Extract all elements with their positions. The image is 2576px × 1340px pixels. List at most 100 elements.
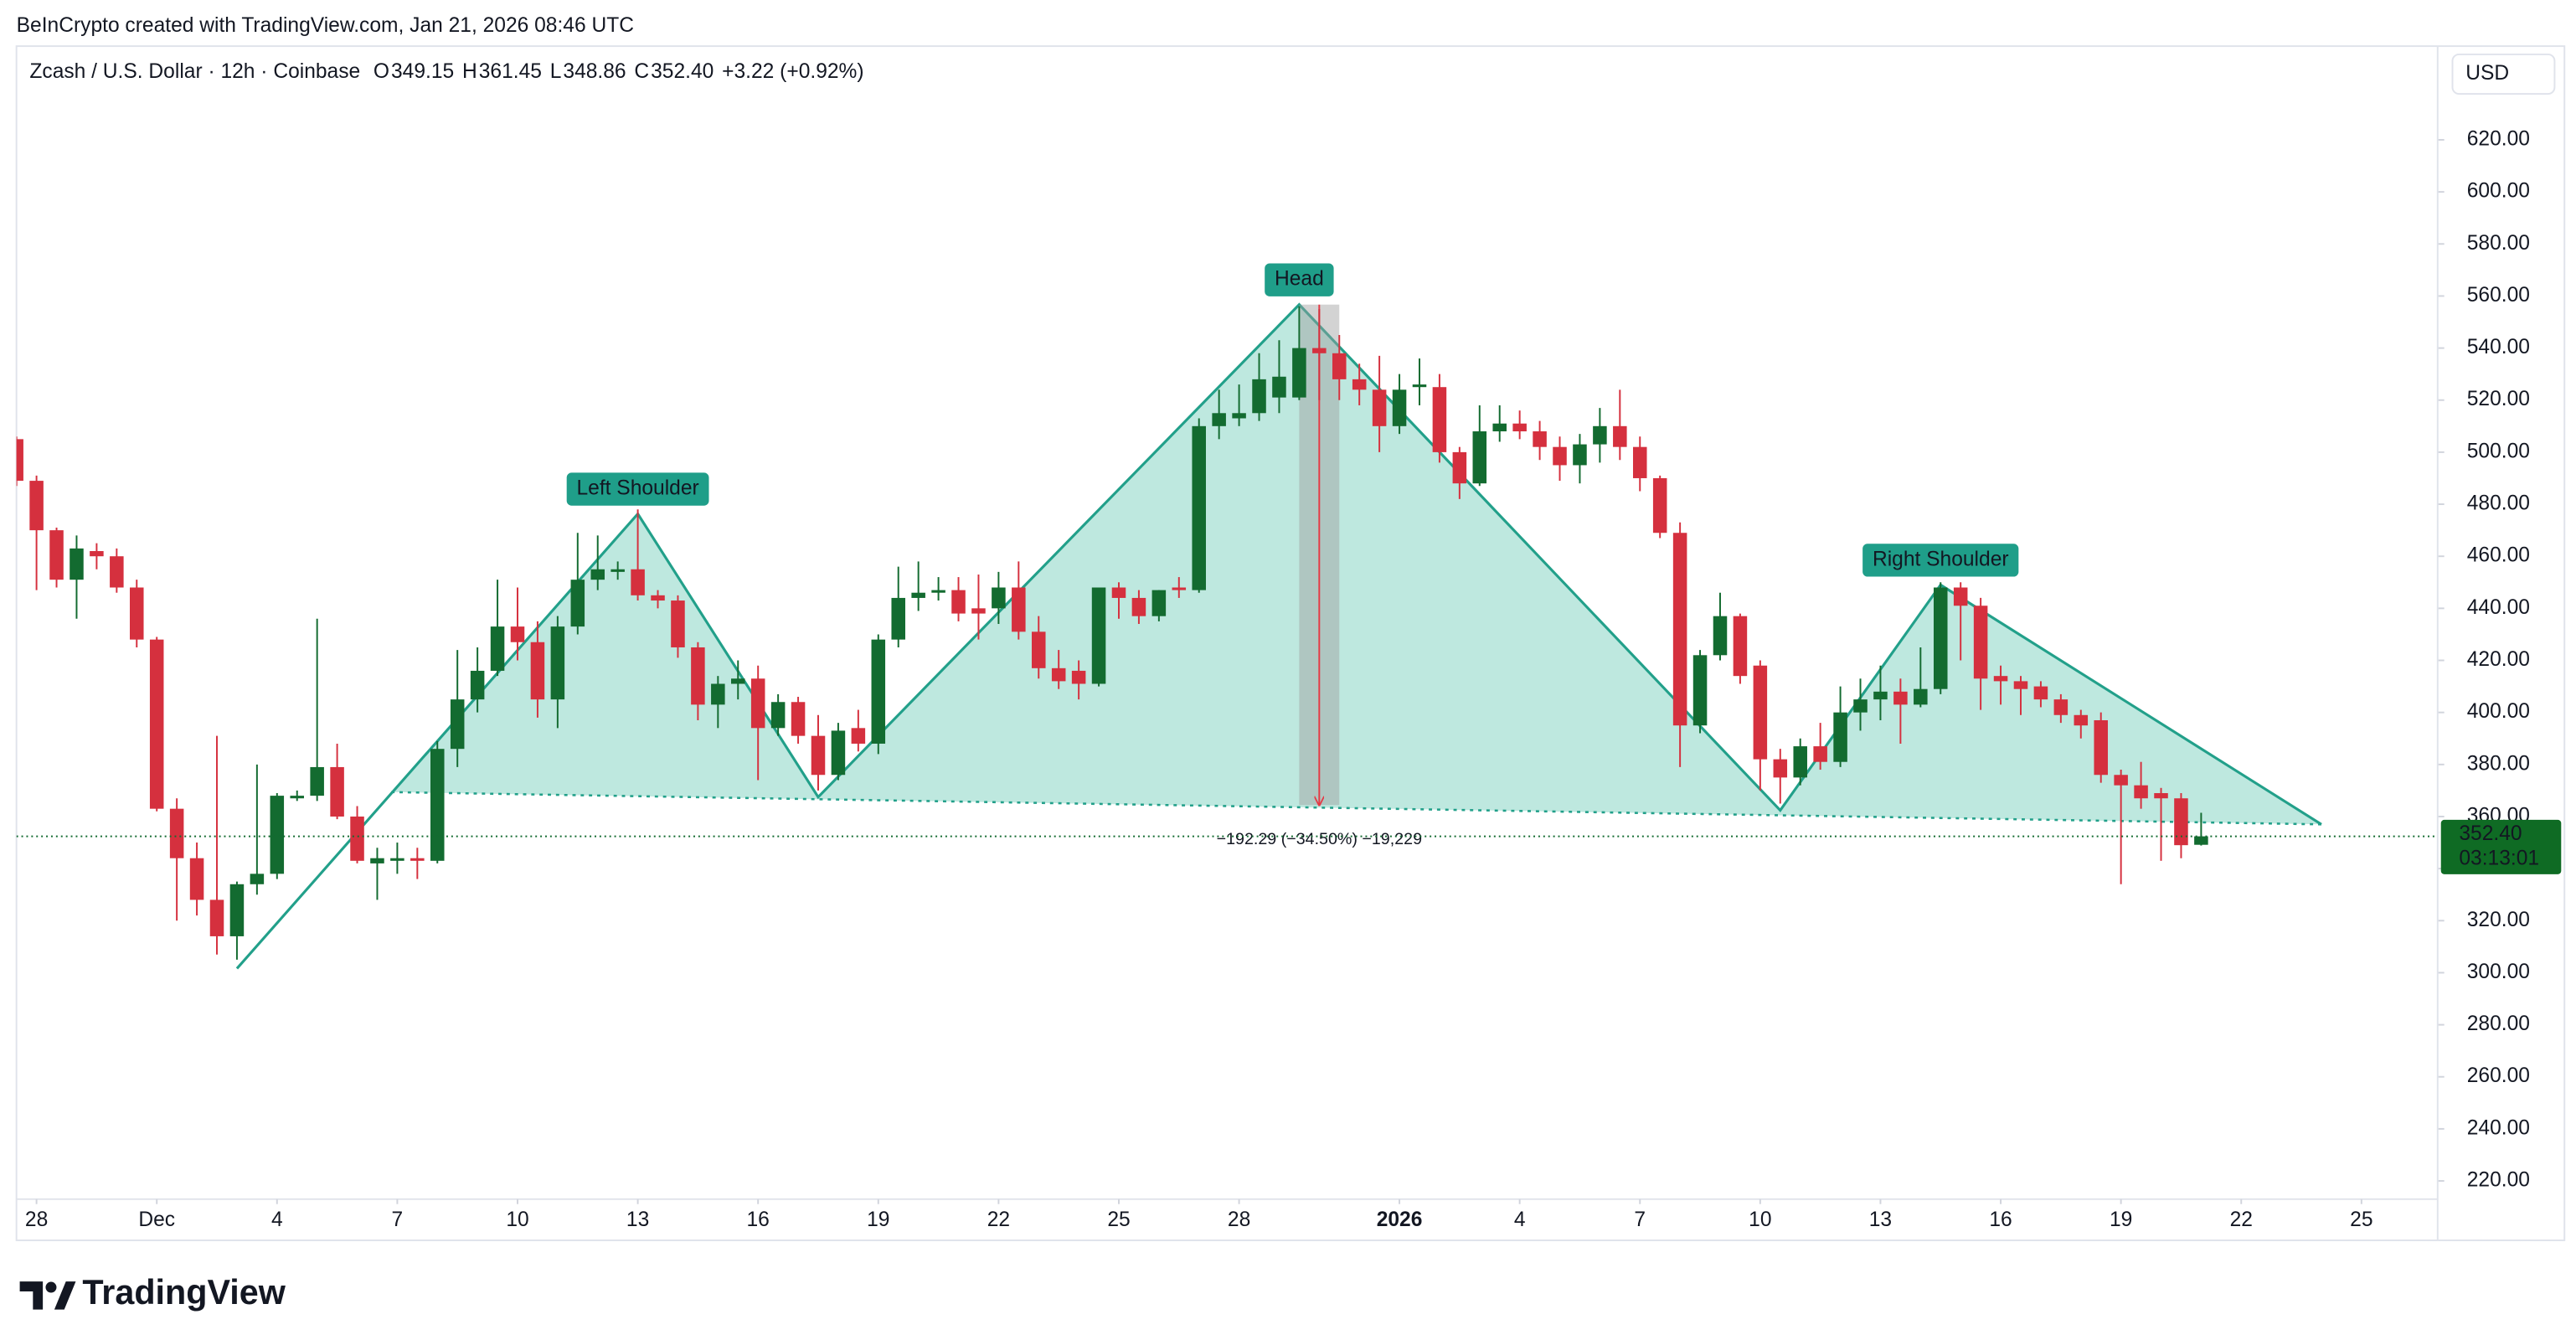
x-tick-label: 22 xyxy=(2230,1209,2253,1231)
candle-body xyxy=(691,647,705,705)
candle-body xyxy=(1472,431,1487,484)
legend-change: +3.22 (+0.92%) xyxy=(722,60,863,83)
candle-body xyxy=(110,556,124,588)
candle-body xyxy=(350,816,364,861)
candle-body xyxy=(1031,631,1046,668)
candle-body xyxy=(911,592,925,598)
y-tick-label: 300.00 xyxy=(2467,961,2530,983)
logo-text: TradingView xyxy=(82,1273,286,1312)
y-tick-label: 460.00 xyxy=(2467,544,2530,567)
y-tick-label: 520.00 xyxy=(2467,388,2530,410)
y-tick-label: 440.00 xyxy=(2467,596,2530,619)
y-tick-label: 580.00 xyxy=(2467,232,2530,255)
candle-body xyxy=(1172,587,1187,590)
pattern-label-box xyxy=(1862,544,2019,577)
logo-icon xyxy=(19,1281,76,1310)
candle-body xyxy=(931,590,945,593)
candle-body xyxy=(530,642,545,700)
candle-body xyxy=(2033,686,2048,700)
x-tick-label: 7 xyxy=(392,1209,404,1231)
legend-value: 361.45 xyxy=(479,60,542,83)
candle-body xyxy=(2094,719,2108,776)
x-tick-label: 4 xyxy=(1514,1209,1526,1231)
x-tick-label: 25 xyxy=(1107,1209,1130,1231)
x-tick-label: 28 xyxy=(1228,1209,1250,1231)
axes: 220.00240.00260.00280.00300.00320.00340.… xyxy=(16,46,2530,1240)
legend-title: Zcash / U.S. Dollar · 12h · Coinbase xyxy=(29,60,360,83)
y-tick-label: 380.00 xyxy=(2467,752,2530,775)
candle-body xyxy=(490,626,505,671)
candle-body xyxy=(49,530,64,580)
legend-key: O xyxy=(374,60,389,83)
candle-body xyxy=(2194,836,2208,845)
candle-body xyxy=(871,639,886,744)
candle-body xyxy=(770,702,786,729)
candle-body xyxy=(1151,590,1167,616)
pattern-label: Left Shoulder xyxy=(566,472,709,506)
legend-value: 349.15 xyxy=(391,60,454,83)
candle-body xyxy=(570,580,585,627)
candle-body xyxy=(590,569,605,580)
x-tick-label: 28 xyxy=(25,1209,48,1231)
candle-body xyxy=(370,858,384,863)
candle-body xyxy=(290,796,304,799)
candle-body xyxy=(310,766,324,796)
candle-body xyxy=(2134,785,2148,799)
x-tick-label: 10 xyxy=(1749,1209,1771,1231)
candle-body xyxy=(1672,533,1687,726)
pattern-label: Head xyxy=(1265,263,1334,296)
legend-value: 352.40 xyxy=(651,60,714,83)
candle-body xyxy=(149,639,164,809)
legend-key: L xyxy=(550,60,562,83)
candle-body xyxy=(1492,423,1507,432)
candle-body xyxy=(1652,477,1667,533)
x-tick-label: 10 xyxy=(506,1209,528,1231)
candle-body xyxy=(2013,681,2028,689)
x-tick-label: Dec xyxy=(138,1209,175,1231)
candle-body xyxy=(671,600,685,647)
x-tick-label: 13 xyxy=(626,1209,649,1231)
candle-body xyxy=(731,678,745,684)
panel-border xyxy=(15,45,2566,1241)
candle-body xyxy=(1212,413,1226,426)
measure-label: −192.29 (−34.50%) −19,229 xyxy=(1217,830,1422,848)
candle-body xyxy=(1272,376,1286,398)
candle-body xyxy=(851,728,866,744)
candle-body xyxy=(130,587,144,640)
candle-body xyxy=(1192,425,1206,590)
candle-body xyxy=(169,808,184,858)
candle-body xyxy=(1833,712,1847,762)
x-tick-label: 16 xyxy=(747,1209,770,1231)
candle-body xyxy=(1973,606,1988,679)
candle-body xyxy=(1613,425,1627,447)
candle-body xyxy=(470,670,485,700)
currency: USD xyxy=(2465,62,2509,85)
candle-body xyxy=(611,569,625,572)
candle-body xyxy=(750,678,765,729)
candle-body xyxy=(951,590,966,614)
y-tick-label: 260.00 xyxy=(2467,1064,2530,1087)
candle-body xyxy=(1292,348,1306,398)
candle-body xyxy=(1953,587,1968,606)
price-badge-value: 352.40 xyxy=(2459,822,2522,845)
candle-body xyxy=(189,858,204,900)
candle-body xyxy=(1753,665,1768,760)
candle-body xyxy=(450,699,465,750)
candle-body xyxy=(1452,451,1467,484)
candle-body xyxy=(1071,670,1086,684)
candle-body xyxy=(550,626,565,700)
legend: Zcash / U.S. Dollar · 12h · Coinbase O 349… xyxy=(29,60,863,83)
candle-body xyxy=(831,730,846,776)
candle-body xyxy=(510,626,525,642)
candle-body xyxy=(1412,384,1427,388)
y-tick-label: 420.00 xyxy=(2467,648,2530,671)
candle-body xyxy=(631,569,645,595)
candle-body xyxy=(791,702,806,736)
candle-body xyxy=(1873,691,1888,700)
candle-body xyxy=(1692,655,1708,726)
price-badge-countdown: 03:13:01 xyxy=(2459,848,2539,870)
x-tick-label: 4 xyxy=(271,1209,283,1231)
candle-body xyxy=(2114,775,2128,786)
currency-box[interactable] xyxy=(2451,53,2556,95)
